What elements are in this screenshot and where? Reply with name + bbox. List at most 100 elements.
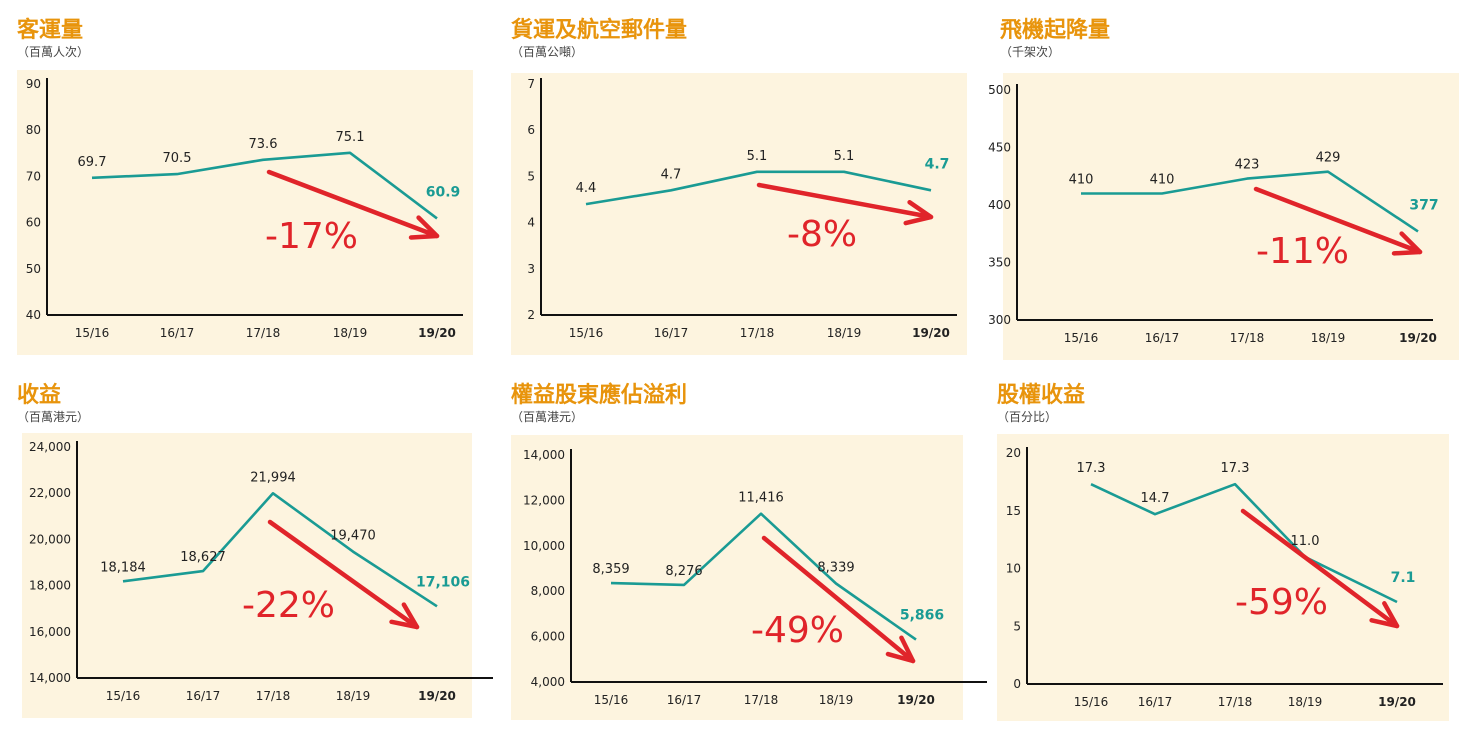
x-tick-label: 15/16 (1064, 331, 1099, 345)
x-tick-label: 19/20 (912, 326, 950, 340)
data-label: 8,276 (665, 564, 702, 579)
y-tick-label: 300 (988, 313, 1011, 327)
data-label: 73.6 (249, 137, 278, 152)
x-tick-label: 16/17 (186, 689, 221, 703)
y-tick-label: 5 (1013, 619, 1021, 633)
data-label: 410 (1150, 173, 1175, 188)
x-tick-label: 16/17 (1145, 331, 1180, 345)
x-tick-label: 18/19 (1311, 331, 1346, 345)
data-label: 4.4 (576, 181, 597, 196)
x-tick-label: 19/20 (1378, 695, 1416, 709)
y-tick-label: 50 (26, 262, 41, 276)
y-tick-label: 12,000 (523, 493, 565, 507)
y-tick-label: 60 (26, 216, 41, 230)
chart-title: 飛機起降量 (1000, 18, 1111, 43)
plot-background (1003, 73, 1459, 360)
trend-arrow-line (761, 535, 916, 664)
data-label: 19,470 (330, 529, 376, 544)
data-label: 11,416 (738, 491, 784, 506)
chart-title: 權益股東應佔溢利 (511, 383, 688, 408)
y-tick-label: 20,000 (29, 532, 71, 546)
x-tick-label: 16/17 (667, 693, 702, 707)
chart-cargo-airmail: 貨運及航空郵件量 （百萬公噸） 2 3 4 5 6 7 15/16 16/17 17/18 18/… (511, 20, 981, 390)
series-line (610, 512, 917, 641)
data-label: 17,106 (416, 574, 470, 590)
chart-svg: 4,000 6,000 8,000 10,000 12,000 14,000 15/16 16… (511, 435, 987, 720)
y-tick-label: 14,000 (523, 448, 565, 462)
change-percent-label: -59% (1235, 582, 1328, 623)
y-tick-label: 90 (26, 77, 41, 91)
y-tick-label: 500 (988, 83, 1011, 97)
chart-svg: 2 3 4 5 6 7 15/16 16/17 17/18 18/19 19/20 4.4 4.7 5.1… (511, 73, 967, 355)
trend-arrow-head (1369, 601, 1400, 629)
data-label: 18,184 (100, 560, 146, 575)
data-label: 410 (1069, 173, 1094, 188)
chart-svg: 0 5 10 15 20 15/16 16/17 17/18 18/19 19/20 17.3 14.… (997, 434, 1449, 721)
chart-svg: 300 350 400 450 500 15/16 16/17 17/18 18/19 19/20… (988, 73, 1459, 360)
y-tick-label: 5 (527, 169, 535, 183)
y-tick-label: 4,000 (531, 675, 565, 689)
data-label: 7.1 (1391, 570, 1416, 586)
x-tick-label: 16/17 (654, 326, 689, 340)
x-tick-label: 17/18 (740, 326, 775, 340)
y-tick-label: 4 (527, 216, 535, 230)
x-tick-label: 18/19 (827, 326, 862, 340)
plot-background (17, 70, 473, 355)
x-tick-label: 15/16 (75, 326, 110, 340)
data-label: 18,627 (180, 550, 226, 565)
y-tick-label: 2 (527, 308, 535, 322)
change-percent-label: -22% (242, 585, 335, 626)
series-line (1081, 170, 1419, 233)
y-tick-label: 24,000 (29, 440, 71, 454)
change-percent-label: -11% (1256, 231, 1349, 272)
x-tick-label: 19/20 (1399, 331, 1437, 345)
data-label: 17.3 (1221, 461, 1250, 476)
data-label: 4.7 (661, 167, 682, 182)
y-tick-label: 14,000 (29, 671, 71, 685)
y-tick-label: 350 (988, 256, 1011, 270)
chart-title: 客運量 (17, 18, 84, 43)
x-tick-label: 15/16 (594, 693, 629, 707)
data-label: 69.7 (78, 155, 107, 170)
y-tick-label: 7 (527, 77, 535, 91)
chart-unit: （千架次） (1000, 45, 1061, 59)
data-label: 70.5 (163, 151, 192, 166)
chart-title: 收益 (17, 383, 62, 408)
y-tick-label: 20 (1006, 446, 1021, 460)
trend-arrow-head (885, 635, 916, 664)
y-tick-label: 40 (26, 308, 41, 322)
plot-background (997, 434, 1449, 721)
chart-profit-attributable: 權益股東應佔溢利 （百萬港元） 4,000 6,000 8,000 10,000 12,… (511, 383, 987, 755)
y-tick-label: 3 (527, 262, 535, 276)
data-label: 423 (1235, 158, 1260, 173)
plot-background (511, 435, 963, 720)
y-tick-label: 0 (1013, 677, 1021, 691)
x-tick-label: 17/18 (1230, 331, 1265, 345)
chart-return-on-equity: 股權收益 （百分比） 0 5 10 15 20 15/16 16/17 17/18 18/19 1… (997, 385, 1467, 755)
data-label: 8,359 (592, 562, 629, 577)
series-line (91, 151, 438, 220)
trend-arrow-line (1253, 186, 1423, 255)
trend-arrow-head (1391, 231, 1423, 256)
data-label: 5,866 (900, 608, 944, 624)
y-tick-label: 16,000 (29, 625, 71, 639)
y-tick-label: 18,000 (29, 579, 71, 593)
data-label: 21,994 (250, 470, 296, 485)
chart-unit: （百萬港元） (17, 410, 90, 424)
x-tick-label: 18/19 (819, 693, 854, 707)
y-tick-label: 6 (527, 123, 535, 137)
series-line (585, 170, 932, 206)
chart-unit: （百分比） (997, 410, 1058, 424)
y-tick-label: 10,000 (523, 539, 565, 553)
series-line (122, 492, 438, 608)
chart-unit: （百萬港元） (511, 410, 584, 424)
chart-svg: 40 50 60 70 80 90 15/16 16/17 17/18 18/19 19/20 69.… (17, 70, 473, 355)
change-percent-label: -49% (751, 610, 844, 651)
x-tick-label: 15/16 (1074, 695, 1109, 709)
data-label: 5.1 (834, 149, 855, 164)
x-tick-label: 18/19 (336, 689, 371, 703)
chart-flight-movements: 飛機起降量 （千架次） 300 350 400 450 500 15/16 16/17 17/… (988, 18, 1470, 390)
y-tick-label: 400 (988, 198, 1011, 212)
data-label: 11.0 (1291, 534, 1320, 549)
y-tick-label: 70 (26, 169, 41, 183)
